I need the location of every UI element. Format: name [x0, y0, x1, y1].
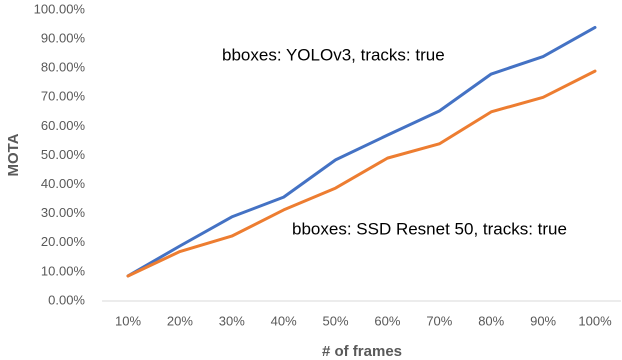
x-tick-label: 60% — [374, 313, 400, 328]
x-axis-title: # of frames — [322, 343, 402, 360]
x-tick-label: 80% — [478, 313, 504, 328]
y-tick-label: 10.00% — [41, 263, 86, 278]
x-tick-label: 70% — [426, 313, 452, 328]
series-annotation: bboxes: YOLOv3, tracks: true — [222, 45, 445, 64]
series-line — [126, 25, 597, 278]
x-tick-label: 100% — [578, 313, 612, 328]
y-tick-label: 0.00% — [48, 292, 85, 307]
y-axis-title: MOTA — [5, 133, 22, 176]
y-tick-label: 50.00% — [41, 147, 86, 162]
x-tick-label: 40% — [271, 313, 297, 328]
x-tick-label: 10% — [115, 313, 141, 328]
y-tick-label: 80.00% — [41, 60, 86, 75]
x-tick-label: 90% — [530, 313, 556, 328]
y-tick-label: 90.00% — [41, 31, 86, 46]
x-tick-label: 20% — [167, 313, 193, 328]
y-tick-label: 30.00% — [41, 205, 86, 220]
series-annotation: bboxes: SSD Resnet 50, tracks: true — [292, 219, 567, 238]
y-tick-label: 70.00% — [41, 89, 86, 104]
y-tick-label: 60.00% — [41, 118, 86, 133]
series-line — [126, 69, 597, 278]
y-tick-label: 20.00% — [41, 234, 86, 249]
y-tick-label: 100.00% — [34, 1, 86, 16]
y-tick-label: 40.00% — [41, 176, 86, 191]
x-tick-label: 50% — [323, 313, 349, 328]
x-tick-label: 30% — [219, 313, 245, 328]
